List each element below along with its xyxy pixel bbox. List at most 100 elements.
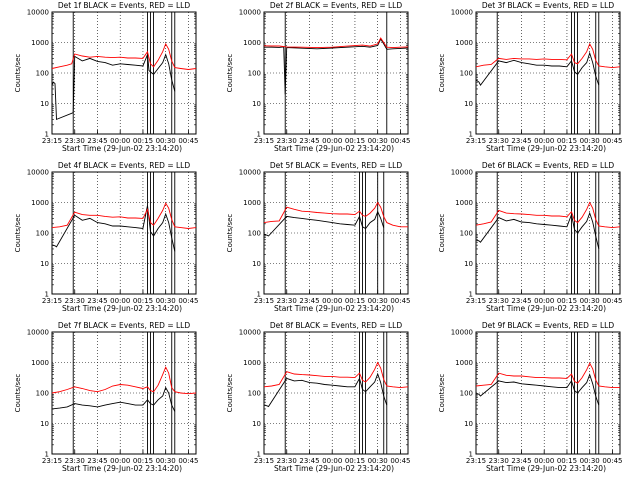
y-tick-label: 1000	[455, 359, 473, 367]
series-line-black	[475, 51, 600, 86]
y-tick-label: 10	[40, 260, 49, 268]
x-tick-label: 00:15	[133, 457, 153, 465]
y-tick-label: 100	[460, 230, 473, 238]
x-tick-label: 23:45	[299, 297, 319, 305]
series-line-black	[51, 53, 176, 121]
y-tick-label: 1	[257, 451, 261, 459]
x-tick-label: 23:45	[299, 457, 319, 465]
panel-title: Det 6f BLACK = Events, RED = LLD	[482, 161, 615, 170]
x-tick-label: 23:45	[511, 137, 531, 145]
y-tick-label: 100	[36, 70, 49, 78]
y-tick-label: 1	[45, 451, 49, 459]
series-line-red	[51, 202, 197, 229]
x-tick-label: 00:30	[156, 297, 176, 305]
x-tick-label: 00:45	[390, 137, 410, 145]
x-tick-label: 00:45	[390, 297, 410, 305]
y-tick-label: 10000	[27, 329, 49, 337]
x-tick-label: 23:30	[65, 297, 85, 305]
y-tick-label: 10000	[451, 9, 473, 17]
panel-title: Det 3f BLACK = Events, RED = LLD	[482, 1, 615, 10]
series-line-black	[475, 211, 600, 250]
x-axis-label: Start Time (29-Jun-02 23:14:20)	[274, 304, 394, 313]
x-tick-label: 23:30	[489, 457, 509, 465]
x-axis-label: Start Time (29-Jun-02 23:14:20)	[62, 144, 182, 153]
y-tick-label: 100	[36, 230, 49, 238]
x-tick-label: 00:30	[156, 137, 176, 145]
y-tick-label: 100	[248, 390, 261, 398]
x-tick-label: 23:15	[466, 457, 486, 465]
y-tick-label: 10000	[451, 329, 473, 337]
x-tick-label: 23:45	[299, 137, 319, 145]
panel-title: Det 1f BLACK = Events, RED = LLD	[58, 1, 191, 10]
x-tick-label: 23:30	[277, 137, 297, 145]
x-tick-label: 23:45	[87, 297, 107, 305]
x-tick-label: 00:00	[322, 457, 342, 465]
y-tick-label: 1	[469, 131, 473, 139]
y-tick-label: 10	[252, 100, 261, 108]
x-tick-label: 23:15	[466, 137, 486, 145]
y-tick-label: 10000	[239, 169, 261, 177]
series-line-black	[263, 372, 388, 408]
x-tick-label: 23:15	[466, 297, 486, 305]
panel-title: Det 9f BLACK = Events, RED = LLD	[482, 321, 615, 330]
y-tick-label: 1000	[31, 359, 49, 367]
x-tick-label: 23:15	[42, 137, 62, 145]
x-tick-label: 00:45	[602, 137, 622, 145]
x-axis-label: Start Time (29-Jun-02 23:14:20)	[62, 464, 182, 473]
x-tick-label: 23:15	[254, 457, 274, 465]
x-tick-label: 00:00	[110, 297, 130, 305]
y-tick-label: 10	[464, 260, 473, 268]
x-axis-label: Start Time (29-Jun-02 23:14:20)	[486, 464, 606, 473]
y-tick-label: 10000	[239, 9, 261, 17]
x-tick-label: 00:30	[368, 297, 388, 305]
y-tick-label: 1000	[243, 199, 261, 207]
y-axis-label: Counts/sec	[226, 374, 234, 413]
series-line-red	[263, 201, 408, 228]
x-tick-label: 00:45	[390, 457, 410, 465]
y-tick-label: 100	[460, 390, 473, 398]
x-tick-label: 00:45	[602, 457, 622, 465]
x-tick-label: 00:00	[322, 137, 342, 145]
y-axis-label: Counts/sec	[14, 374, 22, 413]
series-line-black	[475, 373, 600, 406]
y-tick-label: 1000	[31, 39, 49, 47]
y-tick-label: 100	[36, 390, 49, 398]
y-tick-label: 10	[40, 420, 49, 428]
panel-title: Det 8f BLACK = Events, RED = LLD	[270, 321, 403, 330]
x-tick-label: 00:15	[557, 297, 577, 305]
y-tick-label: 10	[252, 260, 261, 268]
series-line-black	[51, 205, 176, 252]
y-tick-label: 10	[464, 420, 473, 428]
y-tick-label: 100	[460, 70, 473, 78]
x-tick-label: 00:15	[133, 137, 153, 145]
y-axis-label: Counts/sec	[438, 214, 446, 253]
x-tick-label: 00:00	[534, 297, 554, 305]
x-tick-label: 00:45	[602, 297, 622, 305]
x-tick-label: 23:15	[42, 457, 62, 465]
x-tick-label: 00:30	[580, 137, 600, 145]
series-line-black	[51, 386, 176, 412]
y-tick-label: 1	[45, 291, 49, 299]
x-tick-label: 00:30	[368, 457, 388, 465]
y-tick-label: 100	[248, 230, 261, 238]
y-tick-label: 1000	[31, 199, 49, 207]
panel-title: Det 4f BLACK = Events, RED = LLD	[58, 161, 191, 170]
x-tick-label: 23:45	[87, 457, 107, 465]
y-tick-label: 1	[257, 291, 261, 299]
x-tick-label: 23:15	[42, 297, 62, 305]
x-tick-label: 23:30	[489, 297, 509, 305]
y-tick-label: 10	[40, 100, 49, 108]
series-line-red	[475, 362, 620, 389]
x-axis-label: Start Time (29-Jun-02 23:14:20)	[274, 144, 394, 153]
x-tick-label: 00:30	[156, 457, 176, 465]
y-axis-label: Counts/sec	[14, 214, 22, 253]
series-line-red	[263, 361, 409, 389]
panel-title: Det 5f BLACK = Events, RED = LLD	[270, 161, 403, 170]
y-axis-label: Counts/sec	[226, 54, 234, 93]
y-axis-label: Counts/sec	[14, 54, 22, 93]
x-tick-label: 00:15	[133, 297, 153, 305]
x-tick-label: 00:15	[345, 137, 365, 145]
panel-title: Det 2f BLACK = Events, RED = LLD	[270, 1, 403, 10]
x-tick-label: 00:30	[368, 137, 388, 145]
